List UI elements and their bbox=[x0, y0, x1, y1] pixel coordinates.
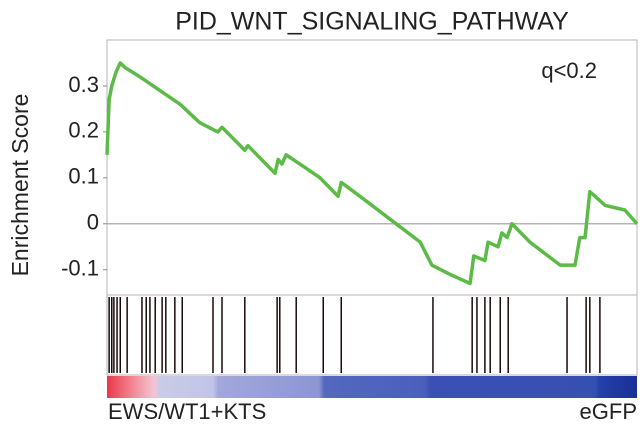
left-label: EWS/WT1+KTS bbox=[108, 399, 266, 424]
annotation: q<0.2 bbox=[541, 58, 597, 83]
y-tick-label: -0.1 bbox=[61, 256, 99, 281]
rank-bar bbox=[107, 376, 637, 398]
hit-frame bbox=[106, 294, 638, 376]
y-tick-label: 0.2 bbox=[68, 118, 99, 143]
right-label: eGFP bbox=[580, 399, 637, 424]
es-line bbox=[105, 61, 639, 286]
y-tick-label: 0 bbox=[87, 210, 99, 235]
y-axis-label: Enrichment Score bbox=[7, 94, 33, 277]
y-tick-label: 0.1 bbox=[68, 164, 99, 189]
y-tick-label: 0.3 bbox=[68, 72, 99, 97]
chart-title: PID_WNT_SIGNALING_PATHWAY bbox=[175, 8, 569, 36]
